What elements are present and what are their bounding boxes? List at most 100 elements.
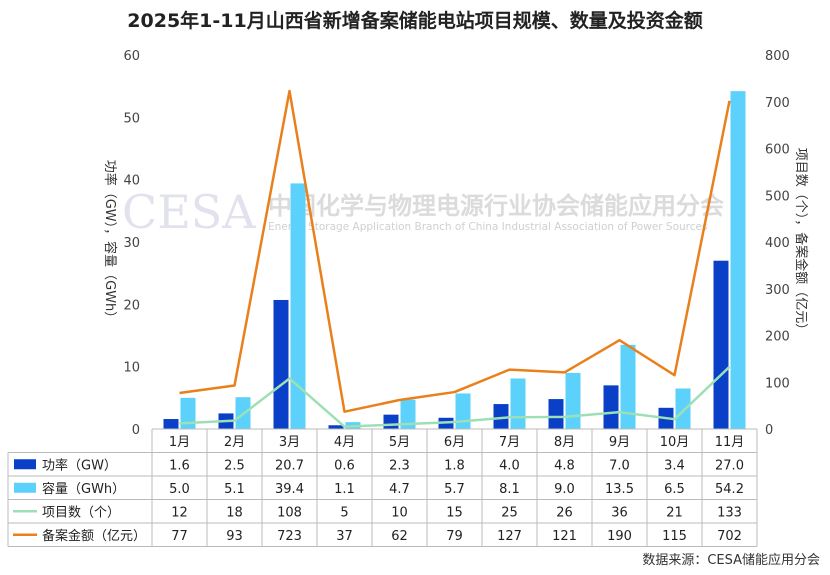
lines: [179, 89, 731, 428]
table-cell: 190: [607, 529, 632, 544]
table-cell: 2.3: [389, 458, 410, 473]
left-tick-label: 0: [132, 423, 140, 438]
table-cell: 4.7: [389, 482, 410, 497]
table-cell: 12: [171, 505, 188, 520]
table-cell: 20.7: [275, 458, 304, 473]
bar-power: [383, 414, 399, 429]
left-tick-label: 30: [123, 236, 140, 251]
table-cell: 121: [552, 529, 577, 544]
right-tick-label: 100: [765, 376, 790, 391]
table-cell: 702: [717, 529, 742, 544]
table-cell: 9.0: [554, 482, 575, 497]
table-cell: 4.0: [499, 458, 520, 473]
table-cell: 21: [666, 505, 683, 520]
bar-power: [603, 385, 619, 429]
table-cell: 39.4: [275, 482, 304, 497]
table-cell: 25: [501, 505, 518, 520]
table-cell: 1.8: [444, 458, 465, 473]
table-cell: 5.0: [169, 482, 190, 497]
table-cell: 5.1: [224, 482, 245, 497]
table-cell: 3.4: [664, 458, 685, 473]
table-cell: 36: [611, 505, 628, 520]
source-note: 数据来源：CESA储能应用分会: [642, 552, 820, 568]
left-tick-label: 60: [123, 49, 140, 64]
category-label: 5月: [389, 435, 410, 450]
table-cell: 0.6: [334, 458, 355, 473]
bar-capacity: [730, 91, 746, 430]
table-cell: 1.6: [169, 458, 190, 473]
line-filing-amount: [179, 89, 731, 413]
table-cell: 115: [662, 529, 687, 544]
table-cell: 1.1: [334, 482, 355, 497]
table-cell: 8.1: [499, 482, 520, 497]
left-axis-title: 功率（GW），容量（GWh）: [102, 160, 118, 325]
bar-capacity: [565, 372, 581, 429]
legend-label: 项目数（个）: [42, 505, 120, 520]
table-cell: 4.8: [554, 458, 575, 473]
right-tick-label: 0: [765, 423, 773, 438]
bar-capacity: [290, 183, 306, 429]
left-tick-label: 20: [123, 298, 140, 313]
table-cell: 7.0: [609, 458, 630, 473]
right-axis: 0 100 200 300 400 500 600 700 800: [765, 49, 790, 438]
category-label: 7月: [499, 435, 520, 450]
bar-capacity: [400, 399, 416, 429]
bar-capacity: [620, 344, 636, 429]
category-label: 1月: [169, 435, 190, 450]
table-cell: 27.0: [715, 458, 744, 473]
left-tick-label: 50: [123, 111, 140, 126]
watermark-en-text: Energy Storage Application Branch of Chi…: [268, 221, 707, 233]
bar-power: [163, 419, 179, 429]
right-tick-label: 400: [765, 236, 790, 251]
bar-power: [273, 299, 289, 429]
legend-label: 备案金额（亿元）: [42, 528, 146, 544]
bar-power: [328, 425, 344, 429]
table-cell: 15: [446, 505, 463, 520]
table-cell: 108: [277, 505, 302, 520]
watermark-cn-text: 中国化学与物理电源行业协会储能应用分会: [268, 192, 724, 220]
table-cell: 26: [556, 505, 573, 520]
category-label: 9月: [609, 435, 630, 450]
bar-power: [493, 404, 509, 429]
left-tick-label: 40: [123, 174, 140, 189]
table-cell: 93: [226, 529, 243, 544]
table-cell: 54.2: [715, 482, 744, 497]
left-axis: 0 10 20 30 40 50 60: [123, 49, 140, 438]
category-label: 6月: [444, 435, 465, 450]
bar-capacity: [510, 378, 526, 429]
bar-capacity: [675, 388, 691, 429]
chart-title: 2025年1-11月山西省新增备案储能电站项目规模、数量及投资金额: [127, 9, 702, 32]
category-label: 3月: [279, 435, 300, 450]
table-cell: 2.5: [224, 458, 245, 473]
table-cell: 13.5: [605, 482, 634, 497]
table-cell: 127: [497, 529, 522, 544]
table-cell: 77: [171, 529, 188, 544]
table-cell: 10: [391, 505, 408, 520]
table-cell: 723: [277, 529, 302, 544]
legend-label: 容量（GWh）: [42, 481, 125, 497]
table-cell: 5: [340, 505, 348, 520]
table-cell: 62: [391, 529, 408, 544]
table-cell: 6.5: [664, 482, 685, 497]
watermark: CESA 中国化学与物理电源行业协会储能应用分会 Energy Storage …: [122, 185, 724, 239]
table-cell: 37: [336, 529, 353, 544]
legend-label: 功率（GW）: [42, 457, 117, 473]
right-tick-label: 200: [765, 330, 790, 345]
table-cell: 133: [717, 505, 742, 520]
bar-power: [713, 260, 729, 429]
bar-capacity: [455, 393, 471, 429]
right-tick-label: 500: [765, 189, 790, 204]
watermark-logo: CESA: [122, 185, 256, 239]
bar-power: [548, 399, 564, 429]
right-tick-label: 600: [765, 143, 790, 158]
legend-swatch: [14, 459, 36, 470]
category-label: 8月: [554, 435, 575, 450]
table-cell: 18: [226, 505, 243, 520]
line-project-count: [179, 365, 731, 428]
bars: [163, 91, 746, 430]
right-tick-label: 700: [765, 96, 790, 111]
table-cell: 79: [446, 529, 463, 544]
legend-swatch: [14, 482, 36, 493]
